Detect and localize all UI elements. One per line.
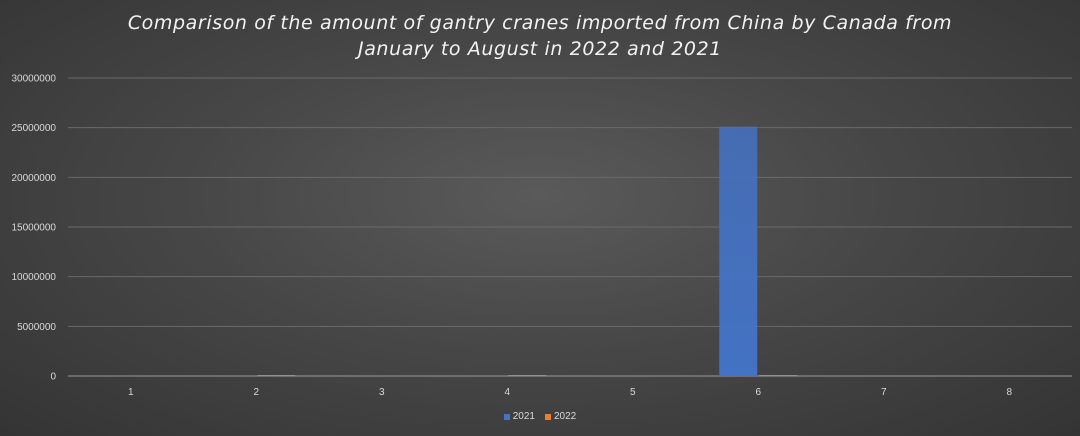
legend-swatch — [545, 413, 551, 420]
chart-legend: 2021 2022 — [0, 411, 1080, 422]
chart-title: Comparison of the amount of gantry crane… — [0, 10, 1080, 62]
y-tick-label: 15000000 — [12, 223, 57, 234]
x-tick-label: 5 — [630, 387, 636, 398]
x-tick-label: 1 — [128, 387, 134, 398]
y-tick-label: 5000000 — [17, 322, 56, 333]
x-tick-label: 7 — [881, 387, 887, 398]
bar-2021-4 — [468, 375, 507, 376]
x-tick-label: 8 — [1006, 387, 1012, 398]
y-tick-label: 0 — [50, 372, 56, 383]
legend-label: 2022 — [554, 411, 577, 422]
y-tick-label: 10000000 — [12, 272, 57, 283]
legend-item-2022: 2022 — [545, 411, 576, 422]
y-tick-label: 25000000 — [12, 123, 57, 134]
x-tick-label: 4 — [504, 387, 510, 398]
x-tick-label: 3 — [379, 387, 385, 398]
bar-2021-5 — [593, 375, 632, 376]
legend-label: 2021 — [512, 411, 535, 422]
bar-2022-2 — [257, 375, 296, 376]
y-tick-label: 20000000 — [12, 173, 57, 184]
legend-item-2021: 2021 — [503, 411, 535, 422]
bar-2022-4 — [508, 375, 547, 376]
bar-2021-6 — [719, 126, 758, 376]
chart-title-line-2: January to August in 2022 and 2021 — [357, 38, 722, 60]
y-tick-label: 30000000 — [12, 74, 57, 85]
x-tick-label: 2 — [253, 387, 259, 398]
legend-swatch — [503, 413, 510, 420]
bar-2022-6 — [759, 375, 798, 376]
x-tick-label: 6 — [755, 387, 761, 398]
chart-title-line-1: Comparison of the amount of gantry crane… — [127, 12, 953, 34]
